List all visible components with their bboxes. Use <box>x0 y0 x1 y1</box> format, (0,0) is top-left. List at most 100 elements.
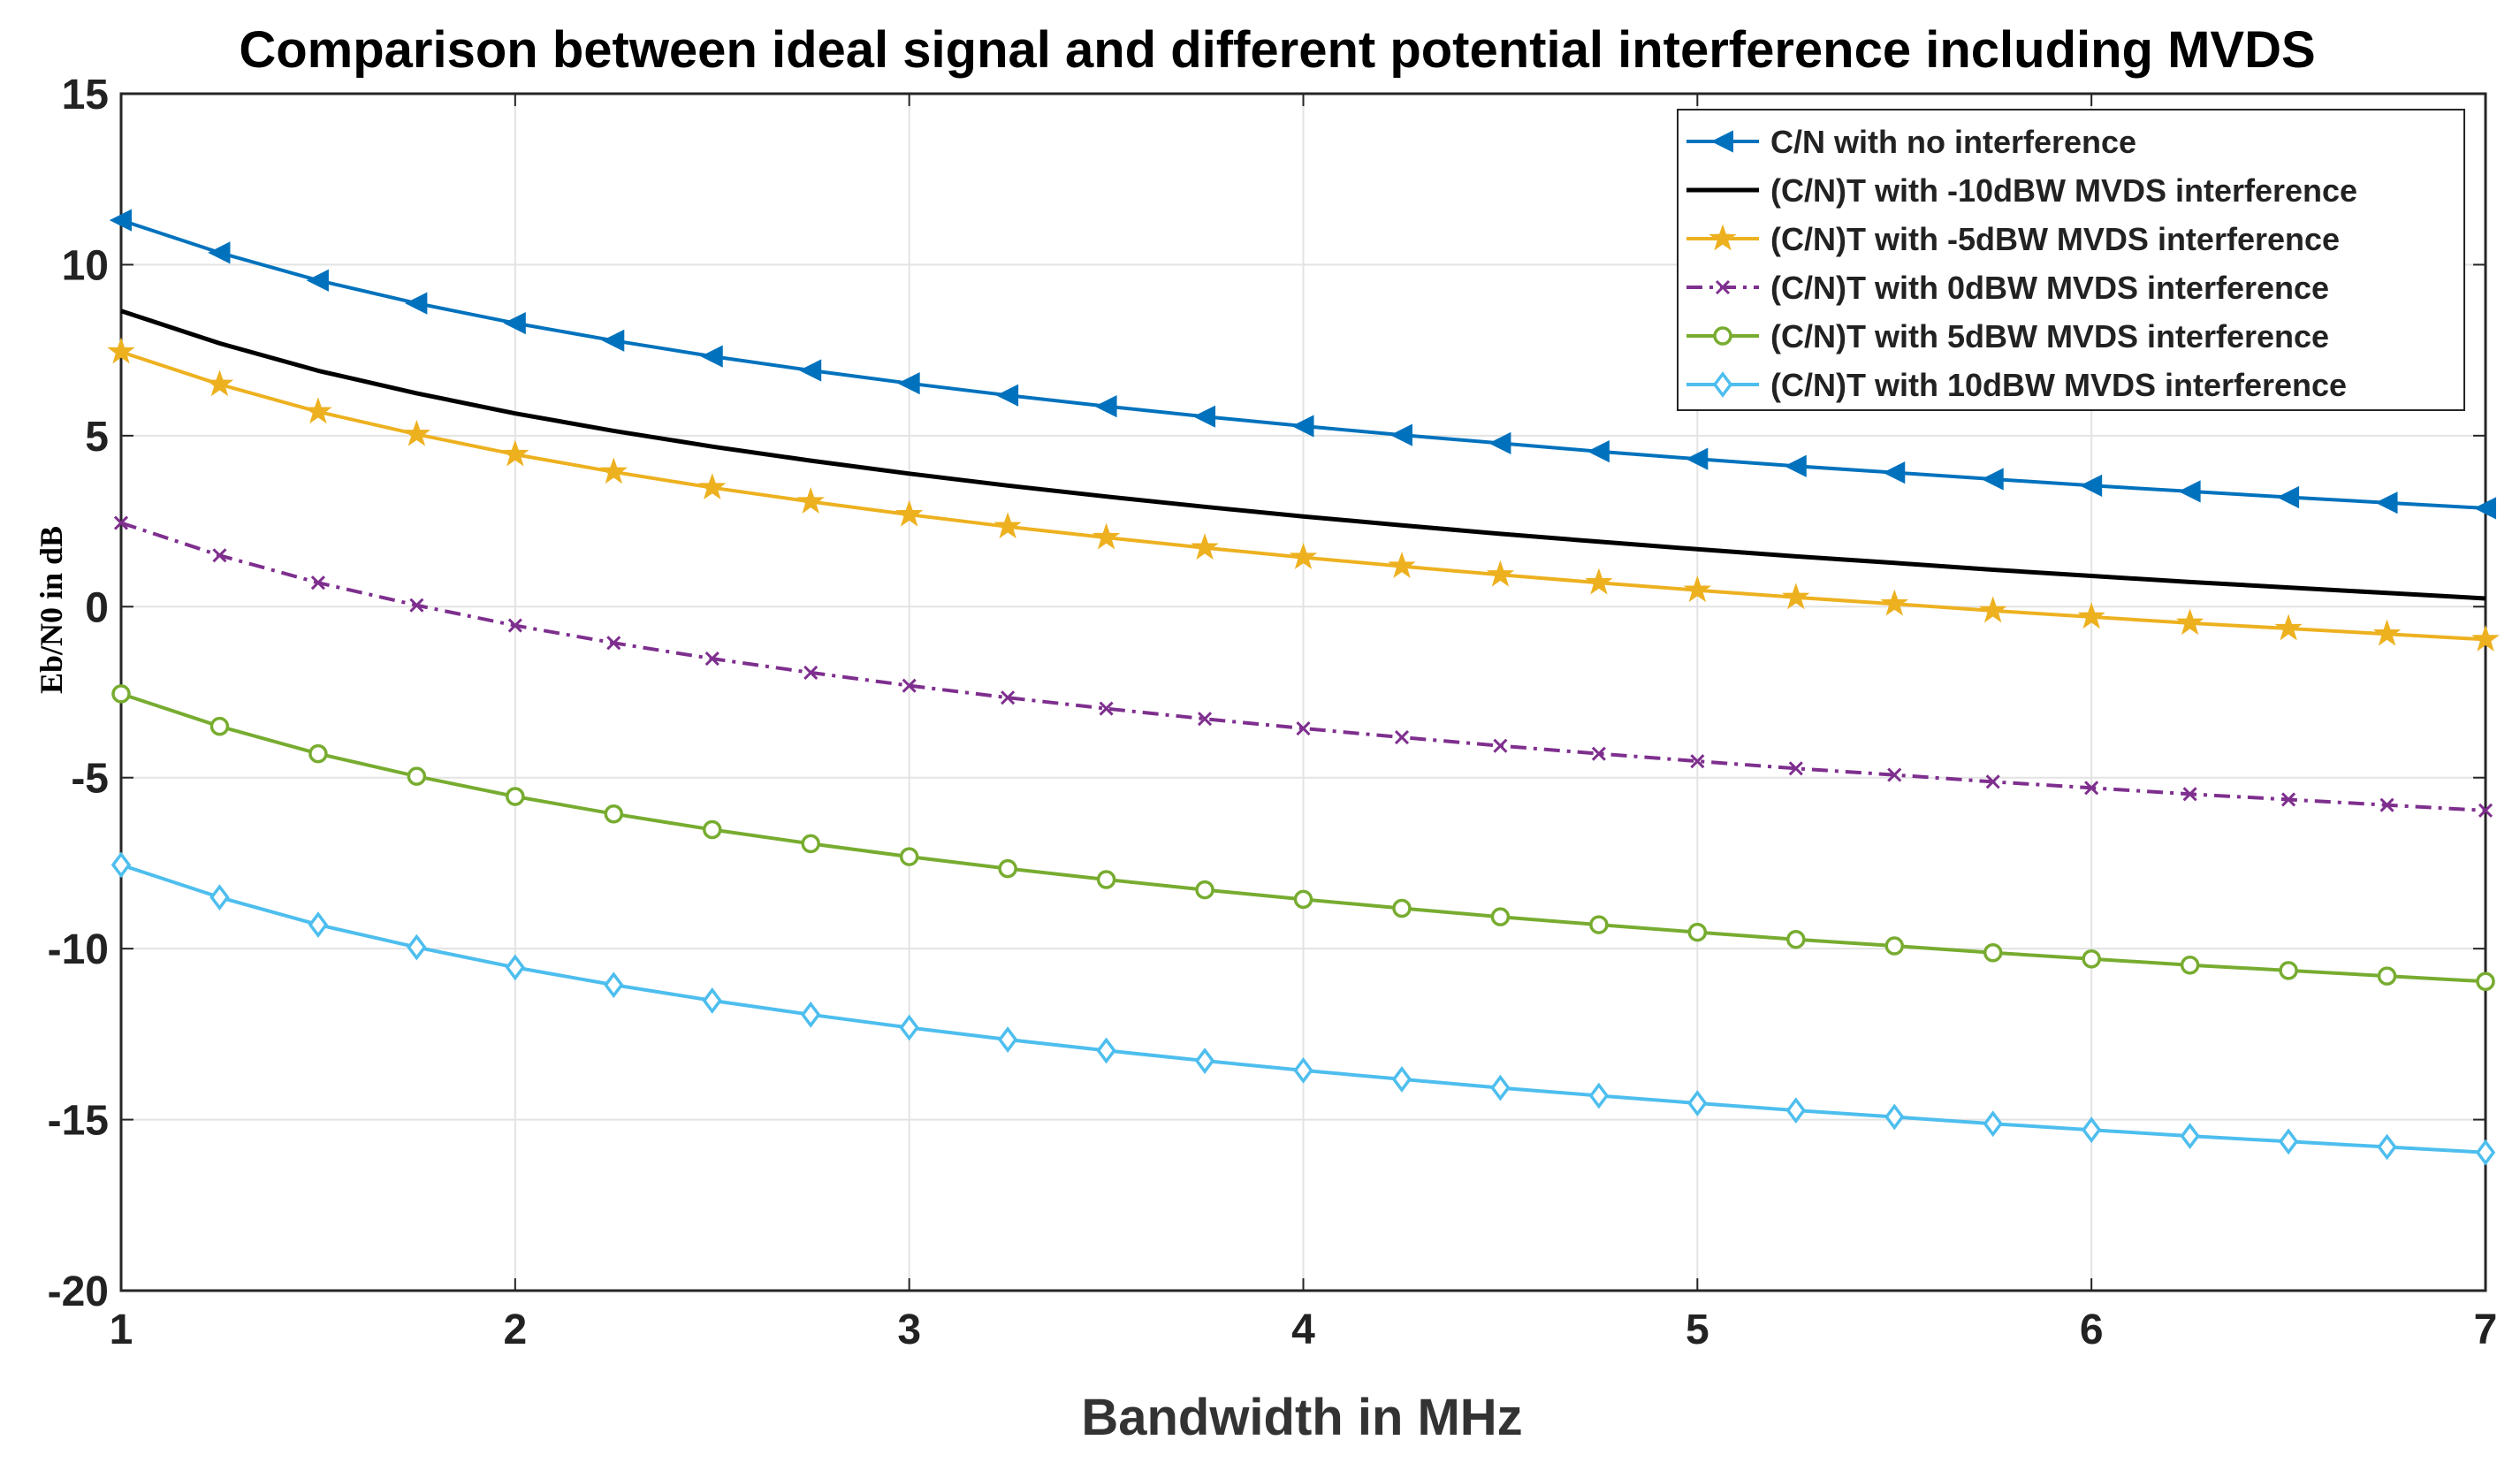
data-point <box>111 684 131 704</box>
data-point <box>1490 1074 1511 1101</box>
data-point <box>1488 431 1511 454</box>
data-point <box>1197 712 1213 727</box>
data-point <box>895 499 924 527</box>
data-point <box>997 1026 1018 1053</box>
data-point <box>604 972 624 999</box>
y-tick-label: -15 <box>48 1098 109 1145</box>
legend: C/N with no interference (C/N)T with -10d… <box>1677 109 2465 411</box>
data-point <box>1388 552 1416 579</box>
data-point <box>1587 440 1610 463</box>
x-tick-label: 3 <box>897 1307 921 1353</box>
data-point <box>1096 1037 1116 1064</box>
data-point <box>1712 371 1733 398</box>
x-tick-label: 2 <box>503 1307 527 1353</box>
data-point <box>1096 870 1116 889</box>
data-point <box>110 851 132 879</box>
x-tick-label: 1 <box>110 1307 133 1353</box>
x-tick-label: 7 <box>2474 1307 2498 1353</box>
data-point <box>994 512 1022 539</box>
data-point <box>1389 423 1412 446</box>
legend-entry: (C/N)T with -5dBW MVDS interference <box>1686 221 2340 257</box>
legend-entry: (C/N)T with 0dBW MVDS interference <box>1686 270 2329 306</box>
data-point <box>998 858 1017 879</box>
data-point <box>1195 880 1214 900</box>
data-point <box>995 384 1019 407</box>
series-2 <box>120 309 2486 601</box>
data-point <box>1782 583 1810 610</box>
data-point <box>1588 1082 1610 1109</box>
legend-entry: (C/N)T with -10dBW MVDS interference <box>1686 172 2357 209</box>
data-point <box>2377 966 2397 986</box>
data-point <box>2079 474 2103 497</box>
data-point <box>1394 730 1410 745</box>
data-point <box>205 370 234 397</box>
series-1 <box>109 209 2496 520</box>
data-point <box>902 678 917 693</box>
data-point <box>501 439 529 467</box>
data-point <box>1713 326 1732 346</box>
data-point <box>503 311 526 335</box>
data-point <box>2178 480 2201 503</box>
data-point <box>1715 279 1731 295</box>
data-point <box>2175 608 2204 636</box>
data-point <box>107 337 135 364</box>
data-point <box>1585 568 1613 595</box>
data-point <box>1493 738 1508 753</box>
series-6 <box>110 851 2496 1166</box>
data-point <box>798 359 822 382</box>
data-point <box>1687 1090 1708 1116</box>
data-point <box>1094 394 1117 418</box>
y-tick-label: -10 <box>48 926 109 973</box>
data-point <box>310 575 325 591</box>
data-point <box>1883 461 1906 484</box>
data-point <box>702 987 722 1014</box>
data-point <box>1589 915 1609 934</box>
y-tick-label: 10 <box>62 242 109 289</box>
data-point <box>212 548 227 563</box>
data-point <box>2473 497 2496 520</box>
data-point <box>2471 624 2500 651</box>
data-point <box>1192 405 1216 428</box>
data-point <box>1293 1056 1313 1084</box>
data-point <box>1690 754 1705 769</box>
data-point <box>1291 415 1314 438</box>
data-point <box>1391 1066 1412 1093</box>
data-point <box>306 269 329 292</box>
data-point <box>1710 130 1733 153</box>
y-axis-label: Eb/N0 in dB <box>34 526 69 694</box>
data-point <box>409 598 424 613</box>
data-point <box>1099 701 1114 716</box>
legend-entry: (C/N)T with 5dBW MVDS interference <box>1686 318 2329 354</box>
data-point <box>2082 949 2101 969</box>
data-point <box>308 911 329 938</box>
data-point <box>1784 454 1807 477</box>
data-point <box>1887 767 1902 782</box>
data-point <box>1884 1103 1905 1131</box>
data-point <box>209 716 230 736</box>
y-tick-label: 15 <box>62 72 109 118</box>
x-axis-ticks: 1 2 3 4 5 6 7 <box>110 94 2498 1353</box>
data-point <box>209 884 230 911</box>
data-point <box>1194 1048 1215 1074</box>
chart-title: Comparison between ideal signal and diff… <box>239 21 2315 79</box>
data-point <box>1978 596 2007 623</box>
series-4 <box>113 515 2493 818</box>
data-point <box>599 457 628 484</box>
x-axis-label: Bandwidth in MHz <box>1081 1389 1522 1446</box>
data-point <box>2279 961 2298 980</box>
data-point <box>700 345 723 368</box>
legend-label: (C/N)T with 10dBW MVDS interference <box>1770 367 2347 403</box>
data-point <box>2276 485 2300 509</box>
data-point <box>1392 898 1412 918</box>
legend-label: (C/N)T with 0dBW MVDS interference <box>1770 270 2329 306</box>
y-tick-label: -20 <box>48 1269 109 1315</box>
legend-label: (C/N)T with 5dBW MVDS interference <box>1770 318 2329 354</box>
data-point <box>1983 1110 2003 1138</box>
data-point <box>2077 602 2105 629</box>
series-group <box>107 209 2500 1166</box>
data-point <box>2475 1139 2496 1166</box>
series-3 <box>107 337 2500 651</box>
data-point <box>899 847 919 866</box>
data-point <box>507 618 522 633</box>
